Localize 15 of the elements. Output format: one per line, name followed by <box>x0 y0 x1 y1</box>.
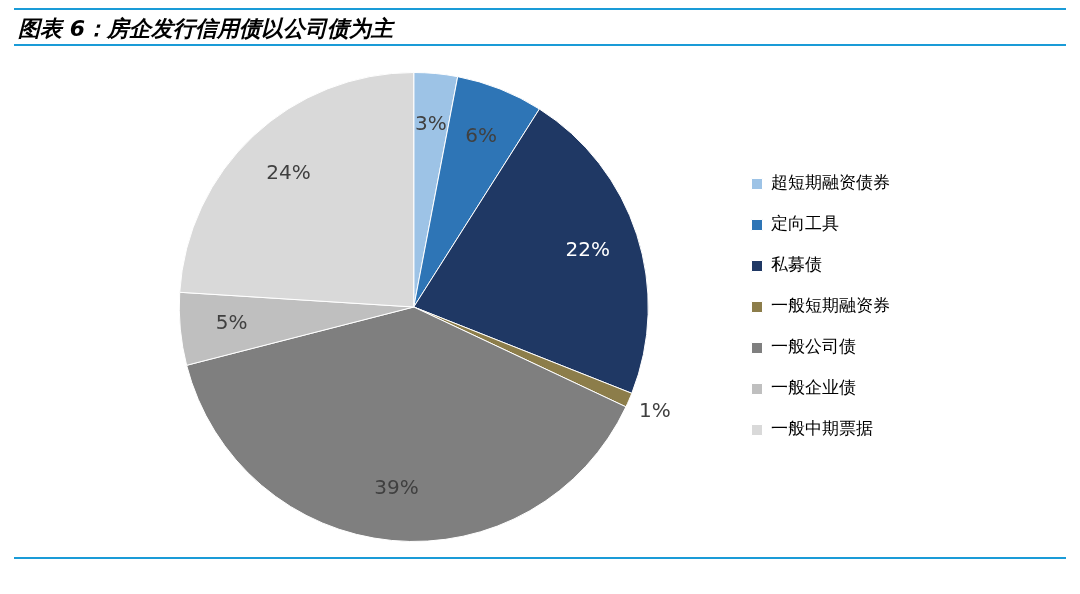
data-label: 6% <box>465 123 497 148</box>
data-label: 39% <box>374 475 419 500</box>
legend-label: 定向工具 <box>771 213 839 234</box>
legend-label: 私募债 <box>771 254 822 275</box>
chart-title: 图表 6：房企发行信用债以公司债为主 <box>14 8 1066 46</box>
legend-label: 一般短期融资券 <box>771 295 890 316</box>
data-label: 24% <box>266 159 311 184</box>
data-label: 1% <box>638 397 671 422</box>
data-label: 5% <box>215 310 248 335</box>
legend-label: 超短期融资债券 <box>771 172 890 193</box>
data-label: 3% <box>415 111 447 136</box>
legend-label: 一般公司债 <box>771 336 856 357</box>
legend-label: 一般企业债 <box>771 377 856 398</box>
legend-label: 一般中期票据 <box>771 418 873 439</box>
data-label: 22% <box>565 236 610 261</box>
